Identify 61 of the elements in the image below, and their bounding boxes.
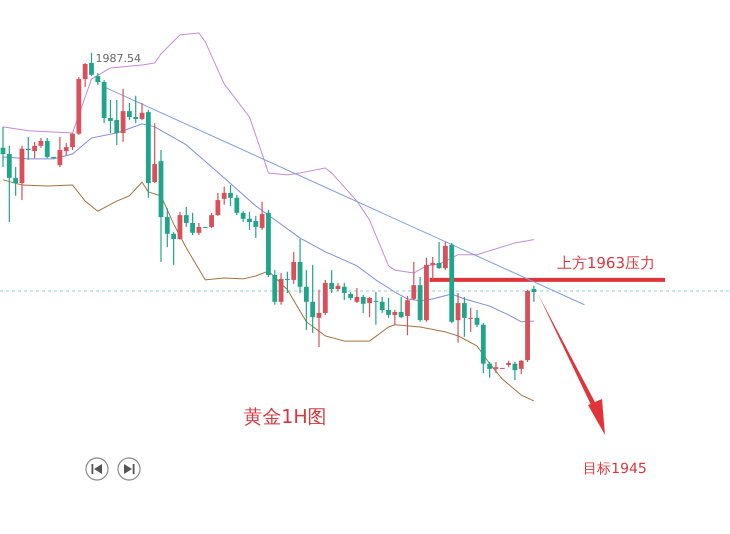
candlestick bbox=[38, 137, 44, 148]
candlestick bbox=[531, 285, 536, 302]
annotation: 1987.54 bbox=[95, 52, 141, 65]
candlestick bbox=[133, 95, 138, 124]
candlestick bbox=[32, 141, 37, 159]
candlestick bbox=[215, 192, 220, 216]
candlestick bbox=[140, 102, 144, 121]
candlestick bbox=[0, 126, 6, 168]
candlestick bbox=[291, 251, 296, 284]
candlestick bbox=[342, 282, 347, 301]
candlestick bbox=[89, 52, 94, 77]
ref-line-label: 上方1963压力 bbox=[556, 254, 655, 272]
candlestick bbox=[196, 222, 202, 236]
candlestick bbox=[127, 102, 132, 121]
candlestick bbox=[222, 186, 227, 206]
candlestick bbox=[26, 136, 31, 160]
candlestick bbox=[436, 241, 442, 270]
candlestick bbox=[487, 361, 492, 378]
candlestick bbox=[329, 269, 334, 294]
candlestick bbox=[430, 256, 436, 281]
candlestick bbox=[373, 291, 378, 326]
candlestick bbox=[392, 309, 398, 326]
candlestick bbox=[209, 212, 214, 228]
candlestick bbox=[6, 145, 12, 223]
candlestick bbox=[171, 232, 176, 266]
candlestick bbox=[82, 62, 88, 88]
candlestick bbox=[44, 137, 50, 159]
candlestick bbox=[228, 184, 233, 207]
candlestick bbox=[70, 132, 75, 151]
candlestick bbox=[443, 241, 448, 271]
candlestick bbox=[360, 294, 366, 314]
candlestick bbox=[462, 296, 467, 338]
candlestick bbox=[184, 206, 189, 228]
candlestick bbox=[456, 292, 460, 344]
candlestick bbox=[398, 296, 404, 318]
candlestick bbox=[190, 212, 195, 236]
candlestick bbox=[316, 289, 322, 348]
candlestick bbox=[234, 194, 240, 216]
candlestick bbox=[354, 287, 360, 304]
candlestick bbox=[13, 166, 18, 196]
candlestick bbox=[518, 359, 524, 375]
candlestick bbox=[285, 271, 290, 294]
candlestick bbox=[468, 307, 474, 333]
text: 黄金1H图 bbox=[243, 406, 327, 428]
candlestick bbox=[120, 88, 126, 142]
candlestick bbox=[278, 272, 284, 306]
candlestick bbox=[304, 269, 309, 331]
candlestick bbox=[178, 211, 182, 240]
candlestick bbox=[260, 201, 265, 230]
candlestick bbox=[152, 122, 158, 184]
candlestick bbox=[310, 264, 316, 334]
candlestick bbox=[474, 309, 480, 328]
candlestick bbox=[380, 296, 385, 314]
candlestick bbox=[164, 208, 170, 248]
candlestick bbox=[367, 296, 372, 318]
candlestick bbox=[386, 297, 391, 318]
text: 目标1945 bbox=[583, 461, 647, 477]
candlestick bbox=[411, 261, 416, 301]
candlestick bbox=[95, 72, 100, 86]
candlestick bbox=[512, 361, 518, 381]
candlestick bbox=[405, 295, 410, 336]
